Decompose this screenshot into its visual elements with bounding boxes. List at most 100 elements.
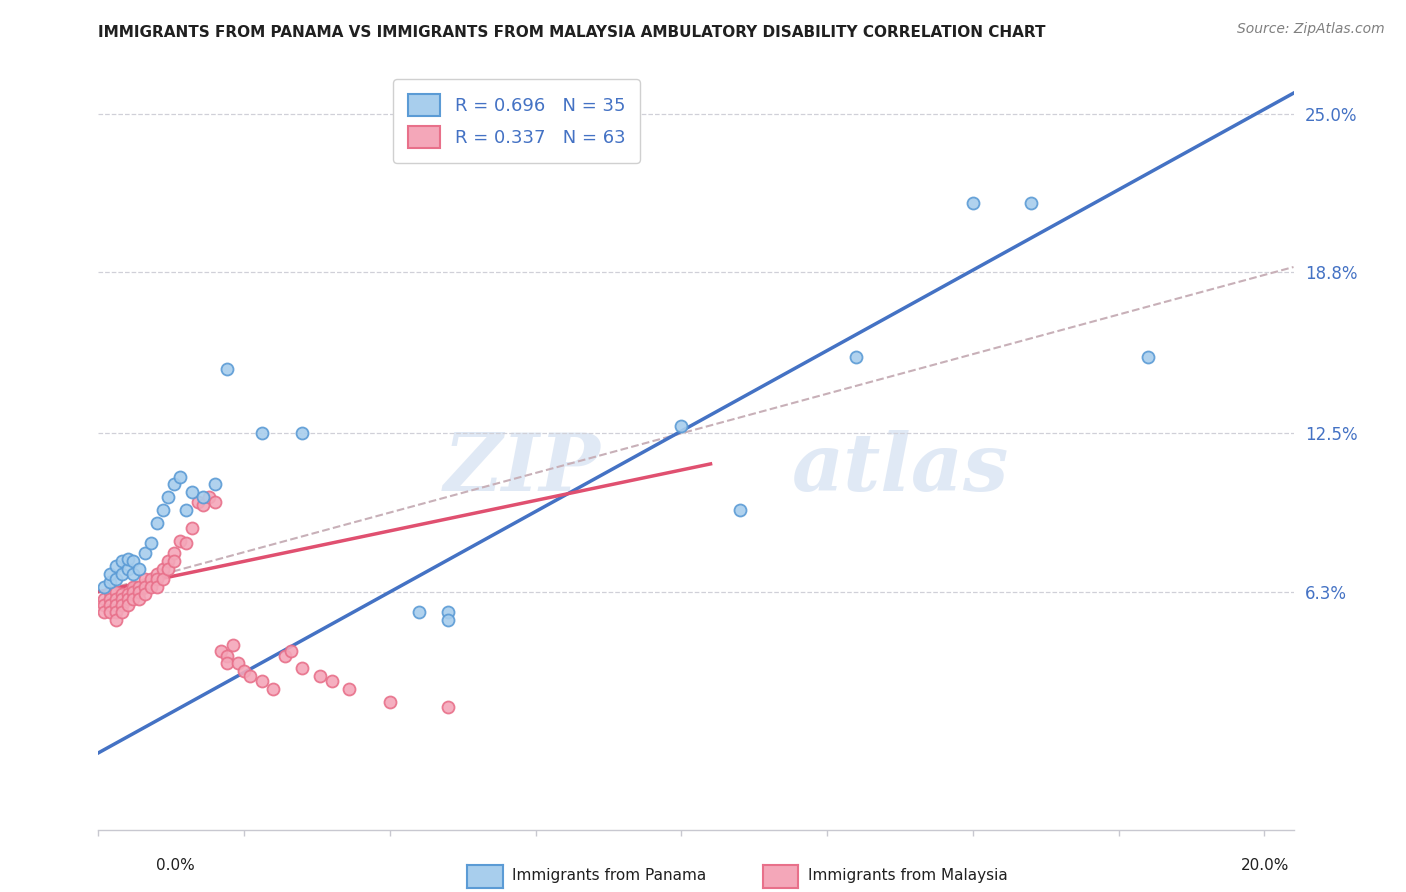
Point <box>111 605 134 619</box>
Point <box>139 580 162 594</box>
Point <box>228 657 250 671</box>
Point <box>122 554 145 568</box>
Point <box>274 648 297 663</box>
Point <box>117 551 139 566</box>
Point <box>845 350 868 364</box>
Point <box>111 592 134 607</box>
Point <box>157 554 180 568</box>
Point <box>233 664 256 678</box>
Point <box>98 574 121 589</box>
Point <box>134 572 156 586</box>
Point <box>128 592 150 607</box>
Point <box>728 503 751 517</box>
Point <box>152 562 174 576</box>
Point <box>111 587 134 601</box>
Point <box>215 362 238 376</box>
Point <box>104 605 127 619</box>
Point <box>104 584 127 599</box>
Point <box>204 477 226 491</box>
Point <box>291 426 314 441</box>
Point <box>250 426 273 441</box>
Point <box>437 605 460 619</box>
Point <box>174 536 197 550</box>
Point <box>98 605 121 619</box>
Point <box>117 598 139 612</box>
Point <box>145 580 167 594</box>
Point <box>1136 350 1159 364</box>
Point <box>104 559 127 574</box>
Text: Immigrants from Malaysia: Immigrants from Malaysia <box>808 869 1008 883</box>
Point <box>145 516 167 530</box>
Point <box>111 554 134 568</box>
Point <box>145 566 167 581</box>
Point <box>437 699 460 714</box>
Point <box>104 598 127 612</box>
Point <box>280 643 302 657</box>
Legend: R = 0.696   N = 35, R = 0.337   N = 63: R = 0.696 N = 35, R = 0.337 N = 63 <box>394 79 640 163</box>
Point <box>180 521 202 535</box>
Point <box>117 562 139 576</box>
Point <box>169 533 191 548</box>
Point <box>337 681 360 696</box>
Text: atlas: atlas <box>792 430 1010 508</box>
Point <box>157 490 180 504</box>
Point <box>134 587 156 601</box>
Point <box>104 572 127 586</box>
Point <box>152 572 174 586</box>
Point <box>321 674 343 689</box>
Point <box>1019 196 1042 211</box>
Point <box>437 613 460 627</box>
Point <box>128 580 150 594</box>
Point <box>128 584 150 599</box>
Point <box>157 562 180 576</box>
Point <box>98 584 121 599</box>
Point <box>378 695 401 709</box>
Point <box>122 580 145 594</box>
Point <box>163 546 186 560</box>
Point <box>262 681 284 696</box>
Point <box>128 562 150 576</box>
Text: IMMIGRANTS FROM PANAMA VS IMMIGRANTS FROM MALAYSIA AMBULATORY DISABILITY CORRELA: IMMIGRANTS FROM PANAMA VS IMMIGRANTS FRO… <box>98 26 1046 40</box>
Point <box>122 584 145 599</box>
Point <box>408 605 430 619</box>
Point <box>98 592 121 607</box>
Point <box>163 477 186 491</box>
Point <box>117 587 139 601</box>
Point <box>122 592 145 607</box>
Point <box>122 566 145 581</box>
Point <box>309 669 332 683</box>
Point <box>174 503 197 517</box>
Point <box>139 572 162 586</box>
Point <box>111 566 134 581</box>
Point <box>215 648 238 663</box>
Point <box>204 495 226 509</box>
Text: Immigrants from Panama: Immigrants from Panama <box>512 869 707 883</box>
Point <box>93 580 115 594</box>
Point <box>169 469 191 483</box>
Point <box>134 546 156 560</box>
Point <box>180 485 202 500</box>
Point <box>93 592 115 607</box>
Point <box>186 495 208 509</box>
Point <box>163 554 186 568</box>
Point <box>152 503 174 517</box>
Point <box>104 592 127 607</box>
Point <box>139 536 162 550</box>
Point <box>145 572 167 586</box>
Point <box>198 490 221 504</box>
Point <box>134 580 156 594</box>
Point <box>250 674 273 689</box>
Point <box>221 639 243 653</box>
Point <box>93 605 115 619</box>
Point <box>193 498 215 512</box>
Point <box>193 490 215 504</box>
Point <box>209 643 232 657</box>
Point <box>93 598 115 612</box>
Point <box>291 661 314 675</box>
Point <box>98 566 121 581</box>
Point <box>104 613 127 627</box>
Point <box>117 592 139 607</box>
Text: Source: ZipAtlas.com: Source: ZipAtlas.com <box>1237 22 1385 37</box>
Text: 20.0%: 20.0% <box>1241 858 1289 872</box>
Point <box>215 657 238 671</box>
